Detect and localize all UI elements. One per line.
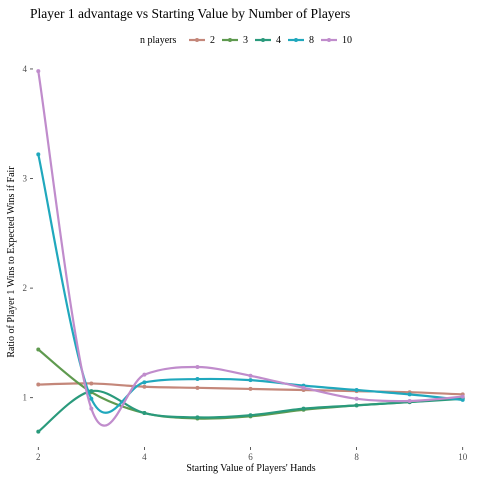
legend: n players 2 3 4 8 10 <box>140 35 352 46</box>
legend-label: 10 <box>342 35 352 46</box>
legend-entry-2: 2 <box>189 35 215 46</box>
y-axis: 1 2 3 4 <box>23 64 33 403</box>
data-point-8-6 <box>248 378 253 383</box>
data-point-10-4 <box>142 372 147 377</box>
legend-key-point <box>294 38 298 42</box>
x-axis: 2 4 6 8 10 <box>36 447 468 462</box>
plot-area <box>36 69 465 434</box>
data-point-8-2 <box>36 152 41 157</box>
data-point-4-5 <box>195 415 200 420</box>
legend-key-point <box>327 38 331 42</box>
data-point-3-2 <box>36 347 41 352</box>
x-axis-label: Starting Value of Players' Hands <box>186 463 315 474</box>
data-point-10-7 <box>301 385 306 390</box>
series-2 <box>36 381 465 397</box>
data-point-8-9 <box>407 392 412 397</box>
data-point-8-5 <box>195 377 200 382</box>
y-axis-label: Ratio of Player 1 Wins to Expected Wins … <box>6 166 17 358</box>
data-point-4-7 <box>301 406 306 411</box>
y-tick-label: 3 <box>23 174 28 184</box>
x-tick-label: 2 <box>36 452 41 462</box>
data-point-2-5 <box>195 385 200 390</box>
data-point-8-4 <box>142 380 147 385</box>
legend-key-point <box>261 38 265 42</box>
y-tick-label: 1 <box>23 393 28 403</box>
data-point-10-10 <box>460 394 465 399</box>
legend-key-point <box>195 38 199 42</box>
x-tick-label: 6 <box>248 452 253 462</box>
data-point-8-10 <box>460 397 465 402</box>
legend-label: 4 <box>276 35 281 46</box>
x-tick-label: 8 <box>354 452 359 462</box>
data-point-10-5 <box>195 365 200 370</box>
data-point-8-8 <box>354 388 359 393</box>
data-point-4-3 <box>89 389 94 394</box>
legend-label: 2 <box>210 35 215 46</box>
data-point-10-2 <box>36 69 41 74</box>
y-tick-label: 4 <box>23 64 28 74</box>
data-point-10-3 <box>89 406 94 411</box>
data-point-4-6 <box>248 413 253 418</box>
data-point-4-8 <box>354 403 359 408</box>
data-point-10-8 <box>354 396 359 401</box>
legend-label: 3 <box>243 35 248 46</box>
legend-key-point <box>228 38 232 42</box>
data-point-4-2 <box>36 429 41 434</box>
series-line-10 <box>37 70 464 427</box>
data-point-2-3 <box>89 381 94 386</box>
x-tick-label: 10 <box>458 452 468 462</box>
data-point-10-9 <box>407 398 412 403</box>
legend-title: n players <box>140 35 176 46</box>
legend-entry-3: 3 <box>222 35 248 46</box>
data-point-8-3 <box>89 396 94 401</box>
data-point-2-2 <box>36 382 41 387</box>
data-point-2-6 <box>248 386 253 391</box>
legend-entry-10: 10 <box>321 35 352 46</box>
data-point-4-4 <box>142 411 147 416</box>
data-point-10-6 <box>248 373 253 378</box>
data-point-2-4 <box>142 384 147 389</box>
series-8 <box>36 152 465 414</box>
legend-label: 8 <box>309 35 314 46</box>
chart-title: Player 1 advantage vs Starting Value by … <box>30 6 350 21</box>
y-tick-label: 2 <box>23 283 28 293</box>
legend-entry-8: 8 <box>288 35 314 46</box>
x-tick-label: 4 <box>142 452 147 462</box>
legend-entry-4: 4 <box>255 35 281 46</box>
series-10 <box>36 69 465 427</box>
